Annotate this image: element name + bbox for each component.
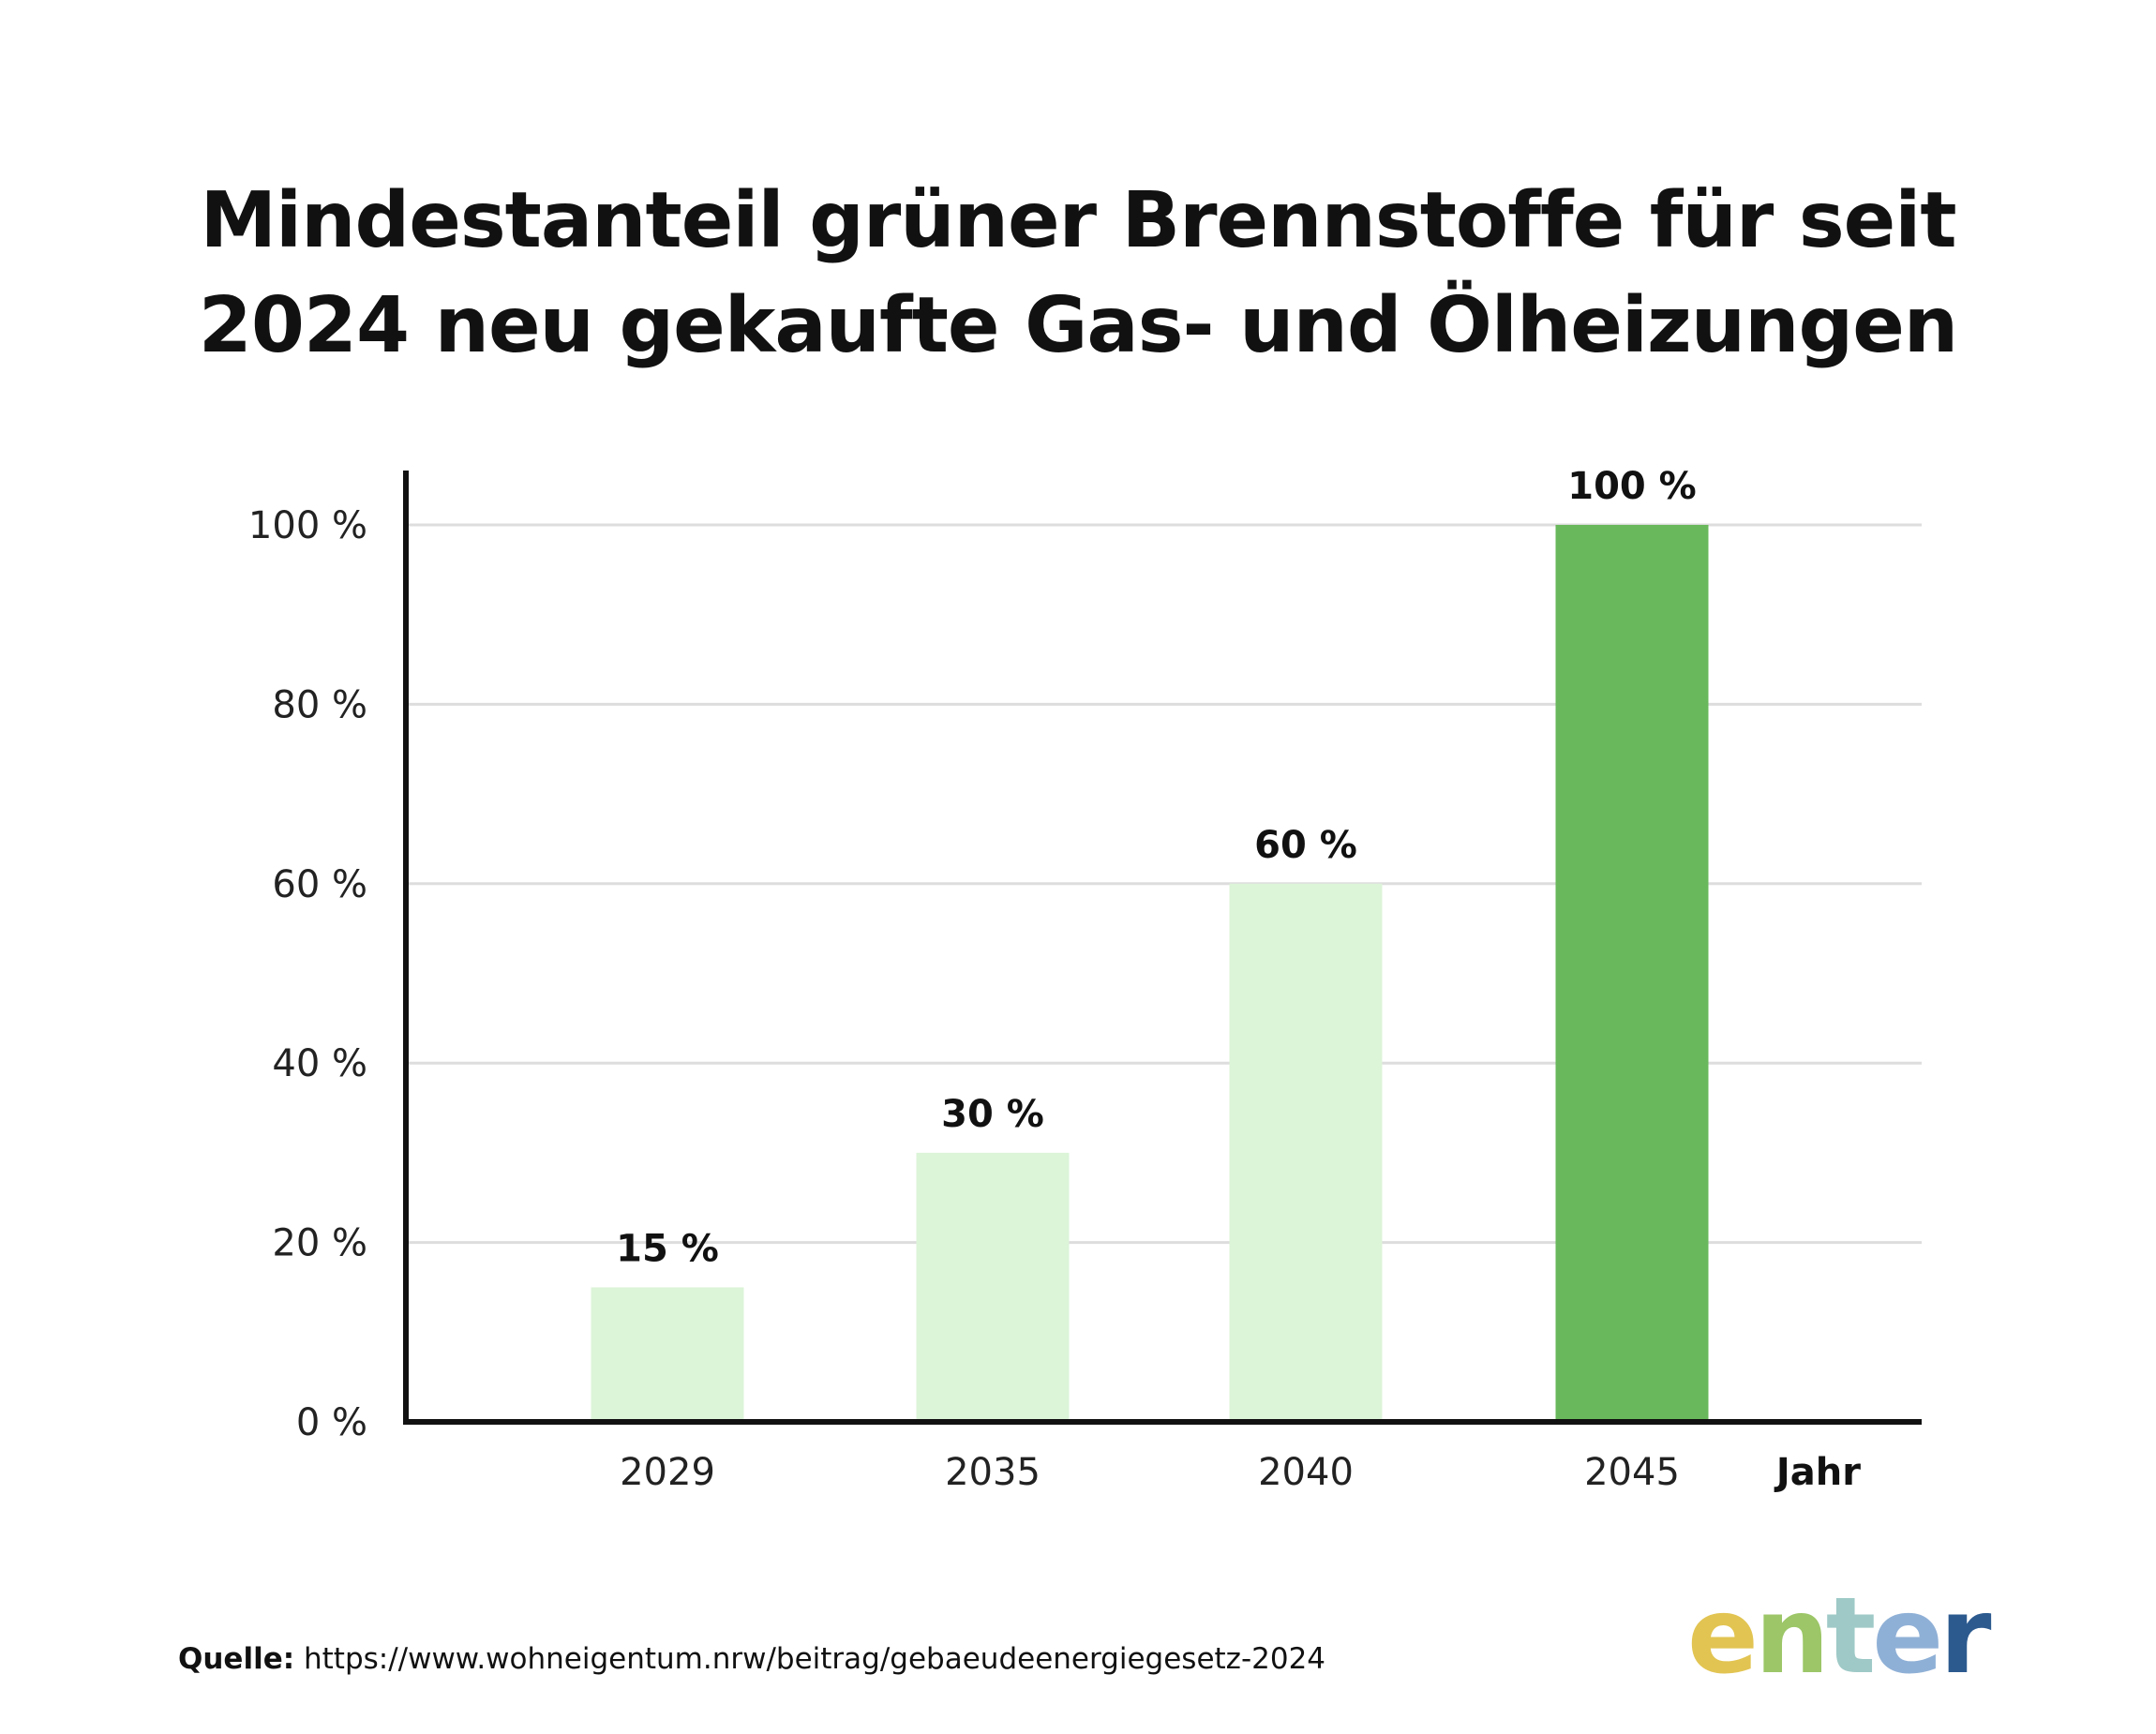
y-tick-label: 0 %	[296, 1401, 367, 1444]
y-tick-label: 40 %	[272, 1042, 367, 1085]
x-tick-label: 2029	[620, 1451, 715, 1494]
chart-title: Mindestanteil grüner Brennstoffe für sei…	[0, 169, 2156, 379]
enter-logo: enter	[1687, 1576, 1991, 1697]
y-tick-label: 80 %	[272, 683, 367, 726]
bar-value-label: 100 %	[1567, 465, 1697, 508]
x-axis-title: Jahr	[1774, 1451, 1861, 1494]
y-tick-label: 20 %	[272, 1222, 367, 1265]
bar-2045	[1555, 525, 1709, 1422]
y-tick-label: 60 %	[272, 863, 367, 906]
source-label: Quelle:	[178, 1642, 295, 1676]
logo-letter: e	[1687, 1576, 1759, 1697]
x-tick-label: 2045	[1584, 1451, 1680, 1494]
bar-value-label: 30 %	[941, 1093, 1044, 1136]
logo-letter: r	[1939, 1576, 1991, 1697]
logo-letter: t	[1825, 1576, 1877, 1697]
logo-letter: e	[1872, 1576, 1943, 1697]
axes	[403, 471, 1922, 1425]
bar-value-label: 15 %	[616, 1227, 719, 1270]
chart-title-line-2: 2024 neu gekaufte Gas- und Ölheizungen	[198, 281, 1958, 370]
bar-2040	[1229, 883, 1383, 1422]
labels: 0 % 20 % 40 % 60 % 80 % 100 % 15 % 2029 30 % 2035…	[248, 465, 1861, 1494]
bar-2035	[916, 1152, 1070, 1422]
bar-2029	[591, 1287, 744, 1422]
bar-chart: 0 % 20 % 40 % 60 % 80 % 100 % 15 % 2029 30 % 2035…	[248, 465, 1922, 1494]
x-tick-label: 2040	[1258, 1451, 1354, 1494]
bars	[591, 525, 1709, 1422]
chart-title-line-1: Mindestanteil grüner Brennstoffe für sei…	[200, 176, 1956, 265]
source-url: https://www.wohneigentum.nrw/beitrag/geb…	[303, 1642, 1326, 1676]
source-note: Quelle: https://www.wohneigentum.nrw/bei…	[178, 1642, 1325, 1676]
logo-letter: n	[1754, 1576, 1830, 1697]
y-tick-label: 100 %	[248, 504, 367, 547]
x-tick-label: 2035	[945, 1451, 1041, 1494]
bar-value-label: 60 %	[1254, 824, 1357, 867]
